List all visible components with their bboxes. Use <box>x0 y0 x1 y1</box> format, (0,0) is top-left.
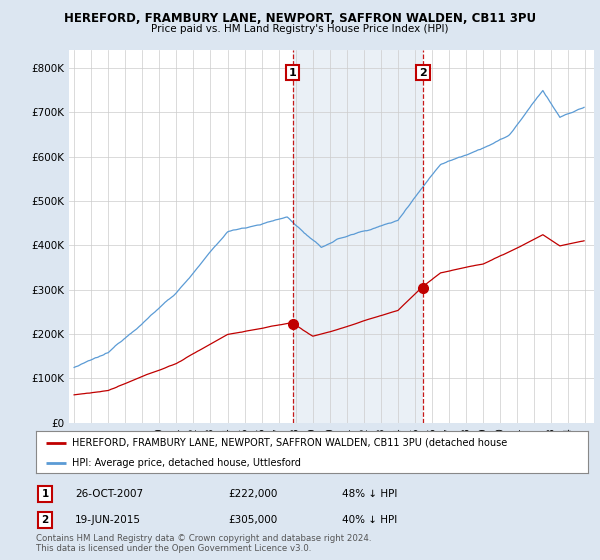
Text: Price paid vs. HM Land Registry's House Price Index (HPI): Price paid vs. HM Land Registry's House … <box>151 24 449 34</box>
Text: 1: 1 <box>41 489 49 499</box>
Text: HEREFORD, FRAMBURY LANE, NEWPORT, SAFFRON WALDEN, CB11 3PU (detached house: HEREFORD, FRAMBURY LANE, NEWPORT, SAFFRO… <box>72 438 507 448</box>
Text: HPI: Average price, detached house, Uttlesford: HPI: Average price, detached house, Uttl… <box>72 458 301 468</box>
Text: 19-JUN-2015: 19-JUN-2015 <box>75 515 141 525</box>
Text: 1: 1 <box>289 68 296 78</box>
Text: 2: 2 <box>41 515 49 525</box>
Text: HEREFORD, FRAMBURY LANE, NEWPORT, SAFFRON WALDEN, CB11 3PU: HEREFORD, FRAMBURY LANE, NEWPORT, SAFFRO… <box>64 12 536 25</box>
Text: 40% ↓ HPI: 40% ↓ HPI <box>342 515 397 525</box>
Text: £222,000: £222,000 <box>228 489 277 499</box>
Bar <box>293 50 423 423</box>
Text: 2: 2 <box>419 68 427 78</box>
Text: 48% ↓ HPI: 48% ↓ HPI <box>342 489 397 499</box>
Text: £305,000: £305,000 <box>228 515 277 525</box>
Text: 26-OCT-2007: 26-OCT-2007 <box>75 489 143 499</box>
Text: Contains HM Land Registry data © Crown copyright and database right 2024.
This d: Contains HM Land Registry data © Crown c… <box>36 534 371 553</box>
